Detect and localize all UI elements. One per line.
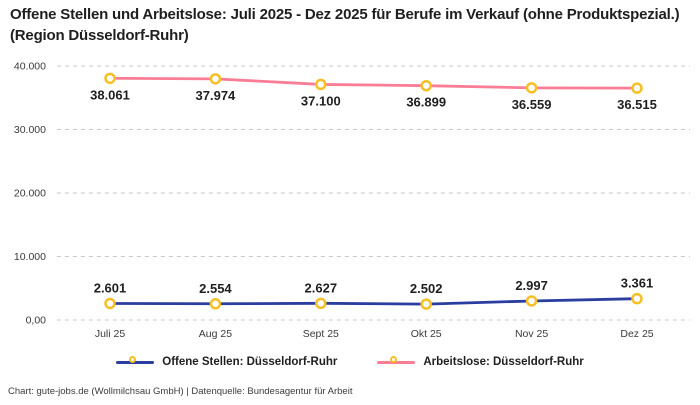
data-point-marker[interactable] [631,292,643,305]
legend-line-icon [377,360,416,364]
y-tick-label: 30.000 [14,124,46,136]
data-point-marker[interactable] [420,79,432,92]
y-tick-label: 40.000 [14,61,46,73]
data-point-marker[interactable] [631,82,643,94]
data-point-label: 2.627 [305,280,338,295]
x-tick-label: Sept 25 [303,328,339,340]
legend-marker-icon [129,356,137,363]
y-tick-label: 0,00 [26,315,47,327]
data-point-label: 38.061 [90,87,130,102]
legend-swatch [116,356,155,368]
legend: Offene Stellen: Düsseldorf-Ruhr Arbeitslo… [0,356,700,368]
data-point-label: 2.554 [199,281,232,296]
data-point-label: 37.100 [301,93,341,108]
data-point-label: 2.997 [515,278,548,293]
legend-line-icon [116,360,155,364]
series-line [108,76,639,90]
series-line [108,297,639,306]
legend-swatch [377,356,416,368]
x-tick-label: Nov 25 [515,328,548,340]
y-tick-label: 20.000 [14,188,46,200]
data-point-marker[interactable] [104,297,116,310]
data-point-label: 36.899 [406,95,446,110]
data-point-label: 37.974 [196,88,237,103]
x-tick-label: Dez 25 [620,328,653,340]
footer-credit: Chart: gute-jobs.de (Wollmilchsau GmbH) … [8,386,353,397]
data-point-label: 3.361 [621,276,654,291]
legend-item-label: Offene Stellen: Düsseldorf-Ruhr [162,356,338,368]
data-point-marker[interactable] [104,72,116,85]
y-tick-label: 10.000 [14,251,46,263]
data-point-marker[interactable] [525,82,538,94]
page-title: Offene Stellen und Arbeitslose: Juli 202… [10,6,680,44]
x-tick-label: Juli 25 [95,328,126,340]
legend-item[interactable]: Arbeitslose: Düsseldorf-Ruhr [377,356,584,368]
x-tick-label: Aug 25 [199,328,232,340]
data-point-marker[interactable] [209,298,222,310]
data-point-label: 2.601 [94,280,127,295]
legend-item-label: Arbeitslose: Düsseldorf-Ruhr [423,356,584,368]
data-point-label: 36.559 [512,97,552,112]
data-point-marker[interactable] [209,73,222,85]
data-point-marker[interactable] [525,295,538,307]
data-point-label: 36.515 [617,97,657,112]
data-point-marker[interactable] [420,298,432,310]
x-tick-label: Okt 25 [411,328,442,340]
legend-item[interactable]: Offene Stellen: Düsseldorf-Ruhr [116,356,337,368]
data-point-marker[interactable] [315,297,327,310]
data-point-marker[interactable] [315,78,327,91]
legend-marker-icon [390,356,398,363]
data-point-label: 2.502 [410,281,443,296]
